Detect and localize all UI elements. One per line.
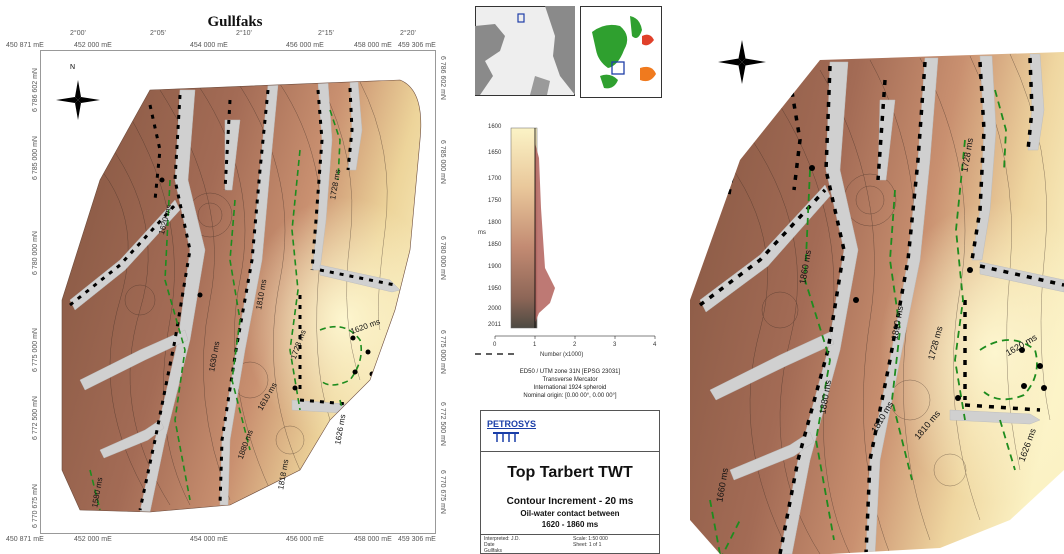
footer-text: Gullfaks [484,548,503,554]
easting-label: 450 871 mE [6,42,44,49]
x-tick: 2 [573,342,577,348]
map-frame [40,50,436,534]
panel-footer: Interpreted: J.D. Date Scale: 1:50 000 S… [481,534,659,554]
footer-text: Scale: 1:50 000 [573,536,608,542]
easting-label: 456 000 mE [286,536,324,543]
title-panel: PETROSYS Top Tarbert TWT Contour Increme… [480,410,660,554]
easting-label: 458 000 mE [354,42,392,49]
petrosys-logo: PETROSYS [487,419,537,429]
y-tick: 1650 [488,150,502,156]
easting-label: 459 306 mE [398,536,436,543]
easting-label: 459 306 mE [398,42,436,49]
lon-label: 2°20' [400,30,416,37]
map-title: Gullfaks [207,14,263,30]
y-axis-label: ms [478,230,486,236]
north-arrow-icon [56,80,100,120]
depth-legend-chart [475,127,656,355]
easting-label: 454 000 mE [190,536,228,543]
y-tick: 2000 [488,306,502,312]
logo-row: PETROSYS [481,411,659,452]
easting-label: 452 000 mE [74,42,112,49]
easting-label: 452 000 mE [74,536,112,543]
easting-label: 454 000 mE [190,42,228,49]
footer-text: Date [484,542,495,548]
y-tick: 1750 [488,198,502,204]
panel-title: Top Tarbert TWT [507,464,633,481]
location-map-field [580,6,662,98]
lon-label: 2°15' [318,30,334,37]
projection-line: International 1924 spheroid [533,385,607,391]
x-tick: 0 [493,342,497,348]
projection-line: ED50 / UTM zone 31N [EPSG 23031] [519,369,621,375]
right-map [690,40,1064,554]
footer-text: Sheet: 1 of 1 [573,542,602,548]
owc-line: Oil-water contact between [520,509,620,518]
x-tick: 3 [613,342,617,348]
easting-label: 450 871 mE [6,536,44,543]
y-tick: 1700 [488,176,502,182]
projection-line: Nominal origin: [0.00 00°, 0.00 00°] [523,393,617,399]
owc-range: 1620 - 1860 ms [541,520,599,529]
projection-line: Transverse Mercator [542,377,598,383]
lon-label: 2°10' [236,30,252,37]
lon-label: 2°05' [150,30,166,37]
x-axis-label: Number (x1000) [540,352,584,358]
location-map-regional [475,6,575,96]
y-tick: 1600 [488,124,502,130]
north-arrow-icon [718,40,766,84]
y-tick: 2011 [488,322,501,328]
x-tick: 4 [653,342,657,348]
lon-label: 2°00' [70,30,86,37]
north-label: N [70,64,76,71]
footer-text: Interpreted: J.D. [484,536,520,542]
easting-label: 456 000 mE [286,42,324,49]
logo-mark-icon [493,432,519,442]
y-tick: 1850 [488,242,502,248]
easting-label: 458 000 mE [354,536,392,543]
y-tick: 1950 [488,286,502,292]
left-map [56,79,422,513]
y-tick: 1900 [488,264,502,270]
panel-subtitle: Contour Increment - 20 ms [506,496,634,507]
y-tick: 1800 [488,220,502,226]
x-tick: 1 [533,342,537,348]
projection-info: ED50 / UTM zone 31N [EPSG 23031] Transve… [480,368,660,400]
